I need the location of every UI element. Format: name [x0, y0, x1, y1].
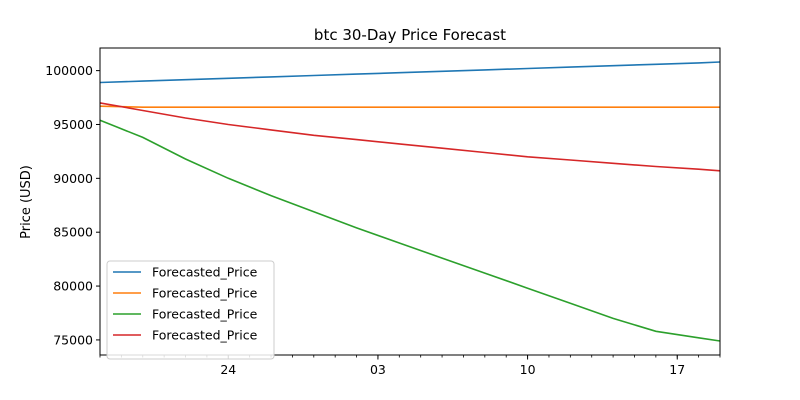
legend-box [106, 260, 275, 360]
y-tick-label: 75000 [53, 332, 93, 347]
legend-label: Forecasted_Price [152, 307, 258, 322]
y-tick-label: 80000 [53, 279, 93, 294]
x-tick-label: 10 [520, 362, 536, 377]
series-line-3 [99, 119, 721, 342]
y-axis-ticks: 75000 80000 85000 90000 95000 100000 [45, 63, 100, 347]
series-line-1 [99, 61, 721, 84]
legend-label: Forecasted_Price [152, 265, 258, 280]
legend-label: Forecasted_Price [152, 286, 258, 301]
plot-lines [99, 61, 721, 342]
series-line-2 [99, 105, 720, 108]
y-tick-label: 90000 [53, 171, 93, 186]
chart-title: btc 30-Day Price Forecast [314, 26, 506, 44]
y-tick-label: 95000 [53, 117, 93, 132]
series-line-4 [99, 102, 721, 172]
x-tick-label: 03 [370, 362, 386, 377]
legend-label: Forecasted_Price [152, 328, 258, 343]
y-tick-label: 100000 [45, 63, 93, 78]
y-axis-label: Price (USD) [19, 165, 34, 239]
x-tick-label: 24 [220, 362, 236, 377]
y-tick-label: 85000 [53, 225, 93, 240]
x-tick-label: 17 [669, 362, 685, 377]
legend: Forecasted_Price Forecasted_Price Forecast… [106, 260, 275, 360]
plot-frame [99, 47, 721, 356]
